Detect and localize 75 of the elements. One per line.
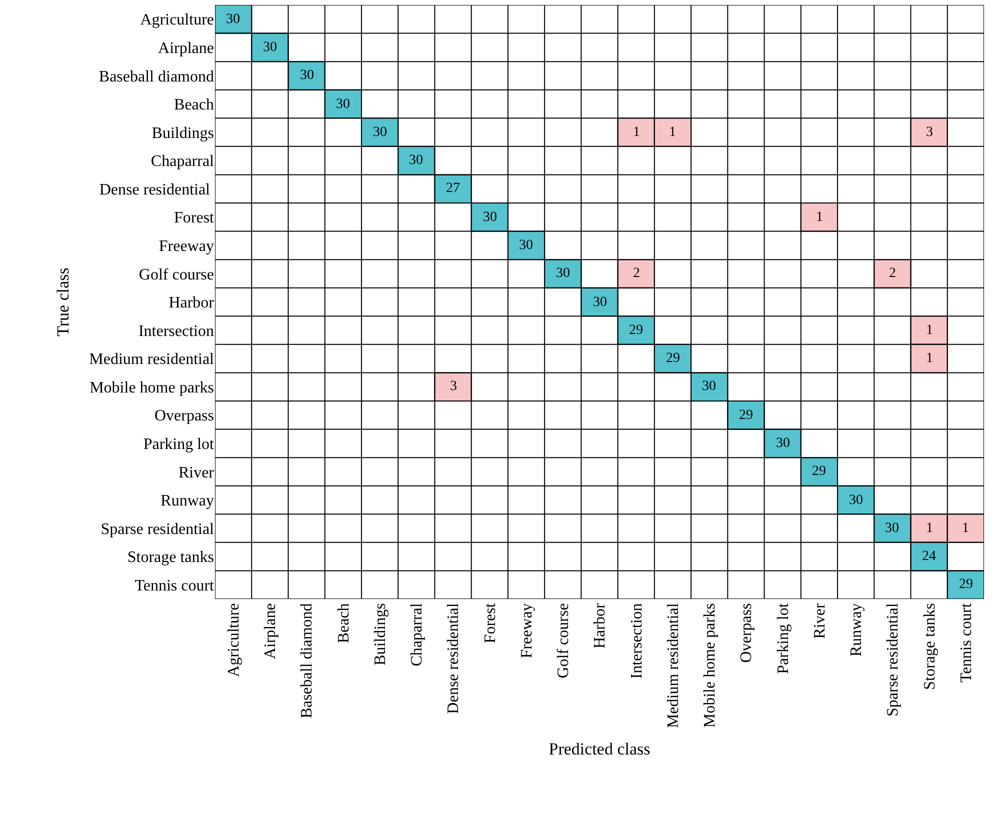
data-label: 24 — [922, 549, 936, 564]
x-tick-label: Chaparral — [408, 602, 426, 666]
x-tick-label: Tennis court — [958, 602, 975, 683]
y-tick-label: River — [178, 464, 215, 482]
data-label: 30 — [885, 521, 899, 536]
data-label: 2 — [633, 266, 640, 281]
data-label: 29 — [959, 577, 973, 592]
data-label: 30 — [409, 153, 423, 168]
data-label: 1 — [816, 210, 823, 225]
x-tick-label: Parking lot — [774, 602, 792, 674]
y-tick-label: Runway — [160, 492, 214, 510]
y-tick-label: Beach — [174, 96, 214, 114]
data-label: 30 — [702, 379, 716, 394]
data-label: 29 — [739, 408, 753, 423]
data-label: 30 — [336, 97, 350, 112]
x-tick-label: Forest — [482, 602, 499, 644]
data-label: 30 — [300, 68, 314, 83]
x-axis-title: Predicted class — [548, 739, 650, 758]
x-tick-label: Mobile home parks — [702, 603, 719, 728]
x-tick-label: Harbor — [592, 602, 609, 649]
y-tick-label: Dense residential — [99, 181, 214, 198]
x-tick-label: Storage tanks — [921, 603, 938, 690]
data-label: 29 — [666, 351, 680, 366]
data-label: 1 — [926, 521, 933, 536]
data-label: 30 — [373, 125, 387, 140]
data-label: 30 — [849, 493, 863, 508]
x-tick-label: Intersection — [628, 603, 646, 679]
data-label: 1 — [962, 521, 969, 536]
data-label: 30 — [519, 238, 533, 253]
data-label: 29 — [629, 323, 643, 338]
y-tick-label: Baseball diamond — [98, 68, 214, 86]
y-tick-label: Storage tanks — [127, 549, 214, 566]
y-tick-label: Golf course — [138, 266, 214, 284]
y-tick-label: Sparse residential — [100, 520, 215, 538]
x-tick-label: Golf course — [555, 603, 572, 678]
x-tick-label: Buildings — [372, 603, 389, 666]
y-tick-label: Agriculture — [140, 12, 214, 29]
y-axis-title: True class — [54, 268, 73, 336]
data-label: 3 — [450, 379, 457, 394]
x-tick-label: Baseball diamond — [298, 603, 316, 718]
data-label: 30 — [556, 266, 570, 281]
data-label: 30 — [483, 210, 497, 225]
data-label: 30 — [593, 295, 607, 310]
x-tick-label: Overpass — [738, 603, 756, 663]
y-tick-label: Mobile home parks — [90, 379, 214, 396]
data-label: 30 — [263, 40, 277, 55]
data-label: 29 — [812, 464, 826, 479]
y-tick-label: Airplane — [158, 40, 214, 58]
data-label: 2 — [889, 266, 896, 281]
x-tick-label: Medium residential — [664, 602, 682, 728]
data-label: 1 — [926, 323, 933, 338]
y-tick-label: Medium residential — [89, 351, 215, 368]
y-tick-label: Forest — [174, 210, 215, 227]
x-tick-label: Beach — [335, 603, 352, 644]
x-tick-label: Dense residential — [445, 602, 462, 714]
data-label: 1 — [669, 125, 676, 140]
y-tick-label: Overpass — [154, 408, 214, 425]
data-label: 1 — [926, 351, 933, 366]
x-tick-label: Freeway — [518, 603, 536, 658]
x-tick-label: Airplane — [262, 603, 280, 660]
y-tick-label: Intersection — [138, 322, 214, 340]
x-tick-label: River — [811, 602, 828, 639]
y-tick-label: Tennis court — [134, 577, 215, 594]
y-tick-label: Buildings — [152, 124, 214, 142]
x-tick-label: Sparse residential — [884, 602, 902, 716]
data-label: 30 — [776, 436, 790, 451]
data-label: 3 — [926, 125, 933, 140]
y-tick-label: Harbor — [168, 294, 215, 312]
y-tick-label: Chaparral — [150, 153, 215, 170]
y-tick-label: Parking lot — [143, 436, 215, 454]
data-label: 30 — [226, 12, 240, 27]
data-label: 1 — [633, 125, 640, 140]
data-label: 27 — [446, 181, 460, 196]
x-tick-label: Runway — [848, 603, 866, 657]
y-tick-label: Freeway — [158, 238, 214, 256]
